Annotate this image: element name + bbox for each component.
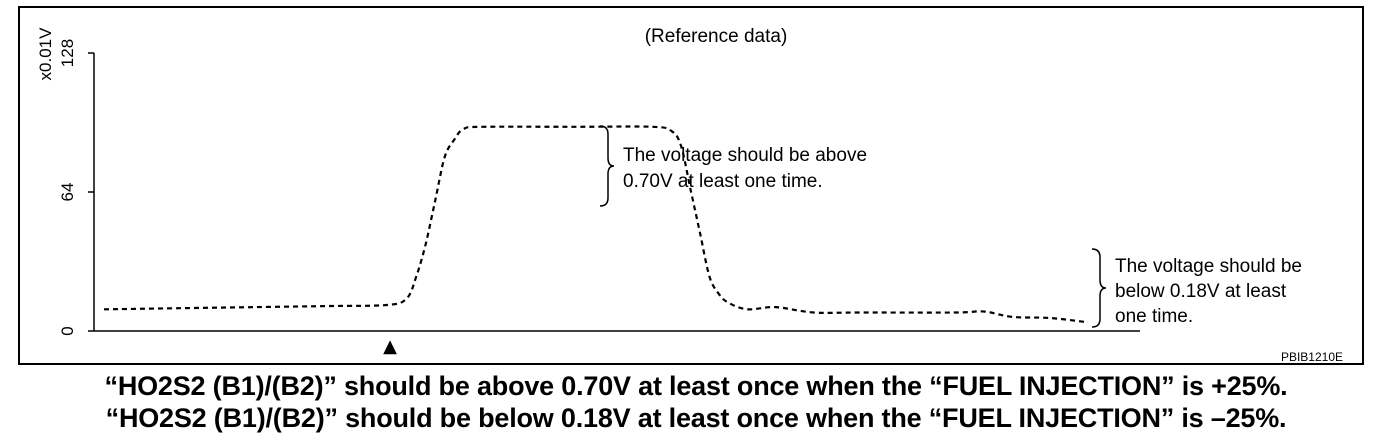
figure-code: PBIB1210E	[1281, 350, 1343, 363]
y-tick-label: 64	[58, 183, 77, 202]
lower-annotation-line-2: below 0.18V at least	[1115, 281, 1287, 302]
lower-annotation-brace	[1091, 248, 1107, 328]
upper-annotation-line-2: 0.70V at least one time.	[623, 171, 823, 192]
y-tick-label: 128	[58, 39, 77, 67]
event-marker-triangle: ▲	[383, 336, 397, 357]
chart-title: (Reference data)	[645, 26, 788, 47]
voltage-trace-line	[103, 125, 1089, 324]
lower-annotation-line-3: one time.	[1115, 306, 1193, 327]
reference-data-chart: x0.01V 0 64 128 (Reference data) The volta…	[36, 26, 1343, 363]
caption-line-2: “HO2S2 (B1)/(B2)” should be below 0.18V …	[105, 403, 1287, 433]
lower-annotation-line-1: The voltage should be	[1115, 256, 1302, 277]
y-tick-label: 0	[58, 326, 77, 335]
upper-annotation-line-1: The voltage should be above	[623, 145, 867, 166]
upper-annotation-brace	[599, 125, 615, 207]
caption-line-1: “HO2S2 (B1)/(B2)” should be above 0.70V …	[104, 371, 1288, 401]
figure-frame: x0.01V 0 64 128 (Reference data) The volta…	[18, 6, 1364, 365]
y-axis-label: x0.01V	[36, 27, 55, 81]
